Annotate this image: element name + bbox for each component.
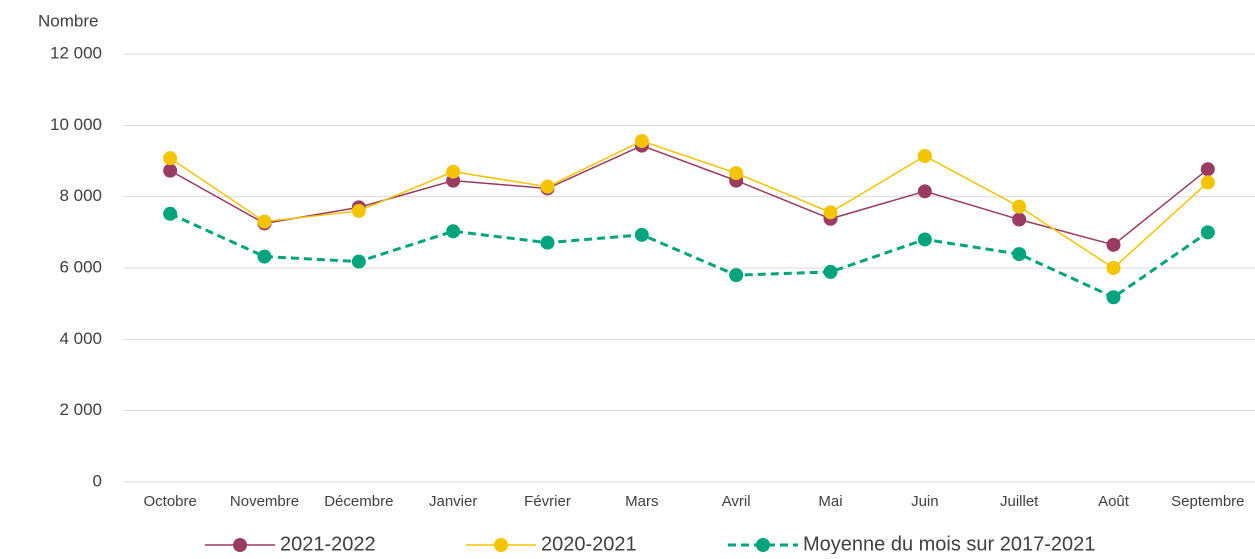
data-point [163, 206, 178, 221]
data-point [1106, 290, 1121, 305]
data-point [729, 166, 744, 181]
y-axis-label: Nombre [38, 11, 98, 30]
data-point [163, 151, 178, 166]
data-point [823, 264, 838, 279]
y-tick-label: 12 000 [50, 43, 102, 62]
legend-marker [494, 538, 508, 552]
x-tick-label: Juin [911, 493, 939, 510]
data-point [1106, 237, 1121, 252]
data-point [729, 268, 744, 283]
data-point [163, 163, 178, 178]
x-tick-label: Décembre [324, 493, 393, 510]
data-point [257, 214, 272, 229]
data-point [446, 164, 461, 179]
data-point [257, 249, 272, 264]
data-point [634, 227, 649, 242]
data-point [1200, 162, 1215, 177]
y-tick-label: 6 000 [59, 257, 102, 276]
x-tick-label: Septembre [1171, 493, 1244, 510]
legend-label: Moyenne du mois sur 2017-2021 [803, 533, 1095, 554]
x-tick-label: Mars [625, 493, 658, 510]
data-point [1012, 212, 1027, 227]
data-point [1200, 225, 1215, 240]
y-tick-label: 10 000 [50, 115, 102, 134]
x-tick-label: Janvier [429, 493, 477, 510]
data-point [1012, 199, 1027, 214]
x-tick-label: Février [524, 493, 571, 510]
y-tick-label: 2 000 [59, 400, 102, 419]
x-tick-label: Juillet [1000, 493, 1039, 510]
x-tick-label: Octobre [143, 493, 196, 510]
data-point [634, 134, 649, 149]
legend-label: 2020-2021 [541, 533, 637, 554]
x-tick-label: Août [1098, 493, 1130, 510]
y-tick-label: 4 000 [59, 329, 102, 348]
data-point [1106, 261, 1121, 275]
x-tick-label: Mai [818, 493, 842, 510]
data-point [917, 149, 932, 164]
data-point [823, 205, 838, 220]
data-point [540, 235, 555, 250]
series-line [169, 144, 1209, 246]
y-tick-label: 8 000 [59, 186, 102, 205]
x-tick-label: Novembre [230, 493, 299, 510]
legend-label: 2021-2022 [280, 533, 376, 554]
data-point [351, 254, 366, 269]
legend-marker [233, 538, 247, 552]
y-tick-label: 0 [93, 471, 102, 490]
x-tick-label: Avril [722, 493, 751, 510]
data-point [917, 184, 932, 199]
data-point [1012, 247, 1027, 262]
series-line [169, 212, 1209, 299]
data-point [917, 232, 932, 247]
data-point [1200, 175, 1215, 190]
series-line [169, 140, 1209, 269]
data-point [540, 179, 555, 194]
legend-marker [756, 538, 770, 552]
data-point [351, 203, 366, 218]
data-point [446, 224, 461, 239]
